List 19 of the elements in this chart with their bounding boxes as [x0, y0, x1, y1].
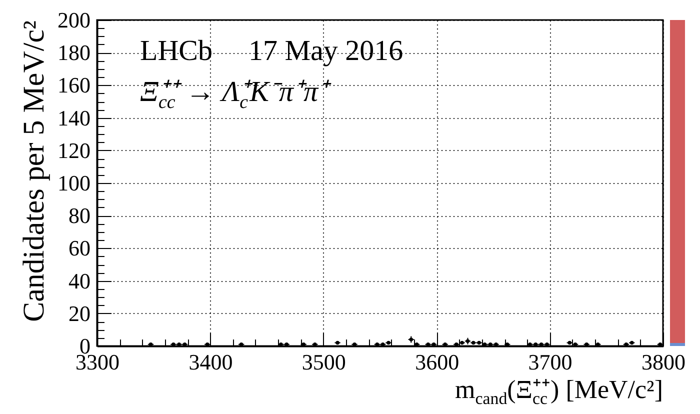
y-tick-label: 60: [68, 236, 90, 261]
y-tick-label: 120: [58, 138, 90, 163]
y-tick-label: 180: [58, 40, 90, 66]
x-axis-title: m$_{cand}$(Ξ$_{cc}$⁺⁺) [MeV/c²]: [455, 375, 663, 408]
y-tick-label: 80: [68, 203, 90, 228]
annotation: LHCb: [140, 35, 212, 67]
x-tick-label: 3500: [302, 350, 346, 374]
y-tick-label: 40: [68, 268, 90, 294]
y-tick-label: 20: [68, 300, 90, 326]
x-tick-label: 3700: [528, 350, 572, 374]
y-tick-label: 100: [58, 170, 90, 196]
y-tick-label: 140: [58, 105, 90, 130]
y-axis-title: Candidates per 5 MeV/c²: [18, 20, 50, 322]
y-tick-label: 200: [58, 8, 90, 32]
y-tick-label: 160: [58, 72, 90, 98]
x-tick-label: 3400: [188, 350, 233, 374]
annotation: 17 May 2016: [248, 35, 404, 67]
x-tick-label: 3600: [415, 350, 460, 374]
x-tick-label: 3800: [642, 350, 686, 374]
